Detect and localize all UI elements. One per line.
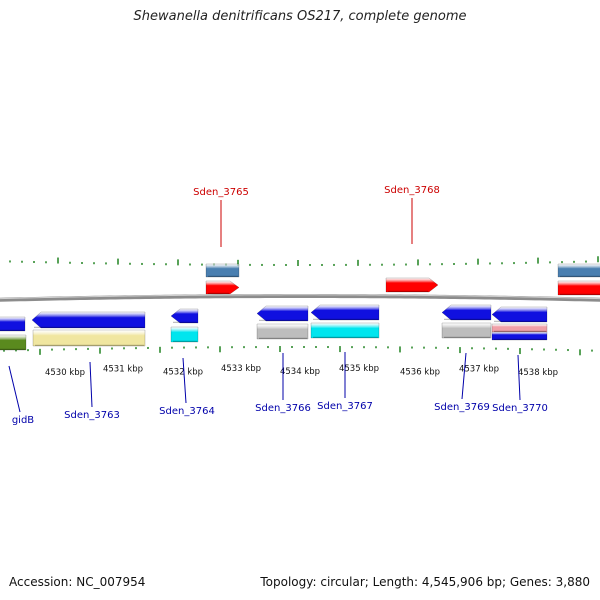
scale-label: 4535 kbp	[339, 364, 379, 374]
leader-line	[89, 361, 93, 408]
gene-feature-sden-3764-top	[170, 308, 199, 324]
accession-label: Accession: NC_007954	[9, 575, 146, 589]
genome-backbone	[0, 294, 600, 302]
scale-label: 4538 kbp	[518, 368, 558, 378]
gene-feature-steel	[205, 263, 240, 278]
gene-label-bottom: Sden_3763	[64, 410, 120, 421]
scale-label: 4531 kbp	[103, 365, 143, 375]
gene-feature-sden-3765	[205, 280, 240, 295]
gene-feature-sden-3770-blue	[491, 331, 548, 341]
scale-label: 4532 kbp	[163, 367, 203, 377]
gene-feature-sden-3763	[32, 329, 146, 347]
gene-feature-sden-3767-top	[310, 304, 380, 321]
scale-label: 4534 kbp	[280, 367, 320, 377]
gene-feature-sden-3767	[310, 322, 380, 339]
gene-feature-steel	[557, 263, 600, 278]
leader-line	[182, 357, 187, 404]
gene-label-bottom: Sden_3764	[159, 406, 215, 417]
gene-feature-sden-3763-top	[31, 311, 146, 329]
scale-label: 4536 kbp	[400, 367, 440, 377]
gene-label-bottom: Sden_3770	[492, 403, 548, 414]
scale-label: 4530 kbp	[45, 368, 85, 378]
gene-label-bottom: Sden_3767	[317, 401, 373, 412]
gene-label-bottom: Sden_3769	[434, 402, 490, 413]
gene-feature-sden-3766	[256, 323, 309, 340]
gene-feature-sden-3769-top	[441, 304, 492, 321]
gene-feature-sden-3766-top	[256, 305, 309, 322]
gene-feature-sden-3768	[385, 277, 439, 293]
gene-feature-gidb	[0, 334, 27, 351]
scale-label: 4537 kbp	[459, 365, 499, 375]
gene-feature-sden-3764	[170, 326, 199, 343]
genome-title: Shewanella denitrificans OS217, complete…	[133, 9, 467, 24]
gene-label-top: Sden_3768	[384, 185, 440, 196]
scale-label: 4533 kbp	[221, 364, 261, 374]
leader-line	[461, 352, 467, 400]
gene-feature-sden-3769	[441, 322, 492, 339]
leader-line	[8, 365, 21, 413]
gene-feature-sden-3770-top	[491, 306, 548, 323]
gene-label-bottom: Sden_3766	[255, 403, 311, 414]
gene-feature-red	[557, 280, 600, 296]
gene-feature-blue	[0, 316, 26, 332]
leader-line	[517, 354, 521, 401]
genome-stats: Topology: circular; Length: 4,545,906 bp…	[260, 575, 590, 589]
gene-label-top: Sden_3765	[193, 187, 249, 198]
gene-label-bottom: gidB	[12, 415, 34, 426]
genome-backbone-highlight	[0, 294, 600, 300]
